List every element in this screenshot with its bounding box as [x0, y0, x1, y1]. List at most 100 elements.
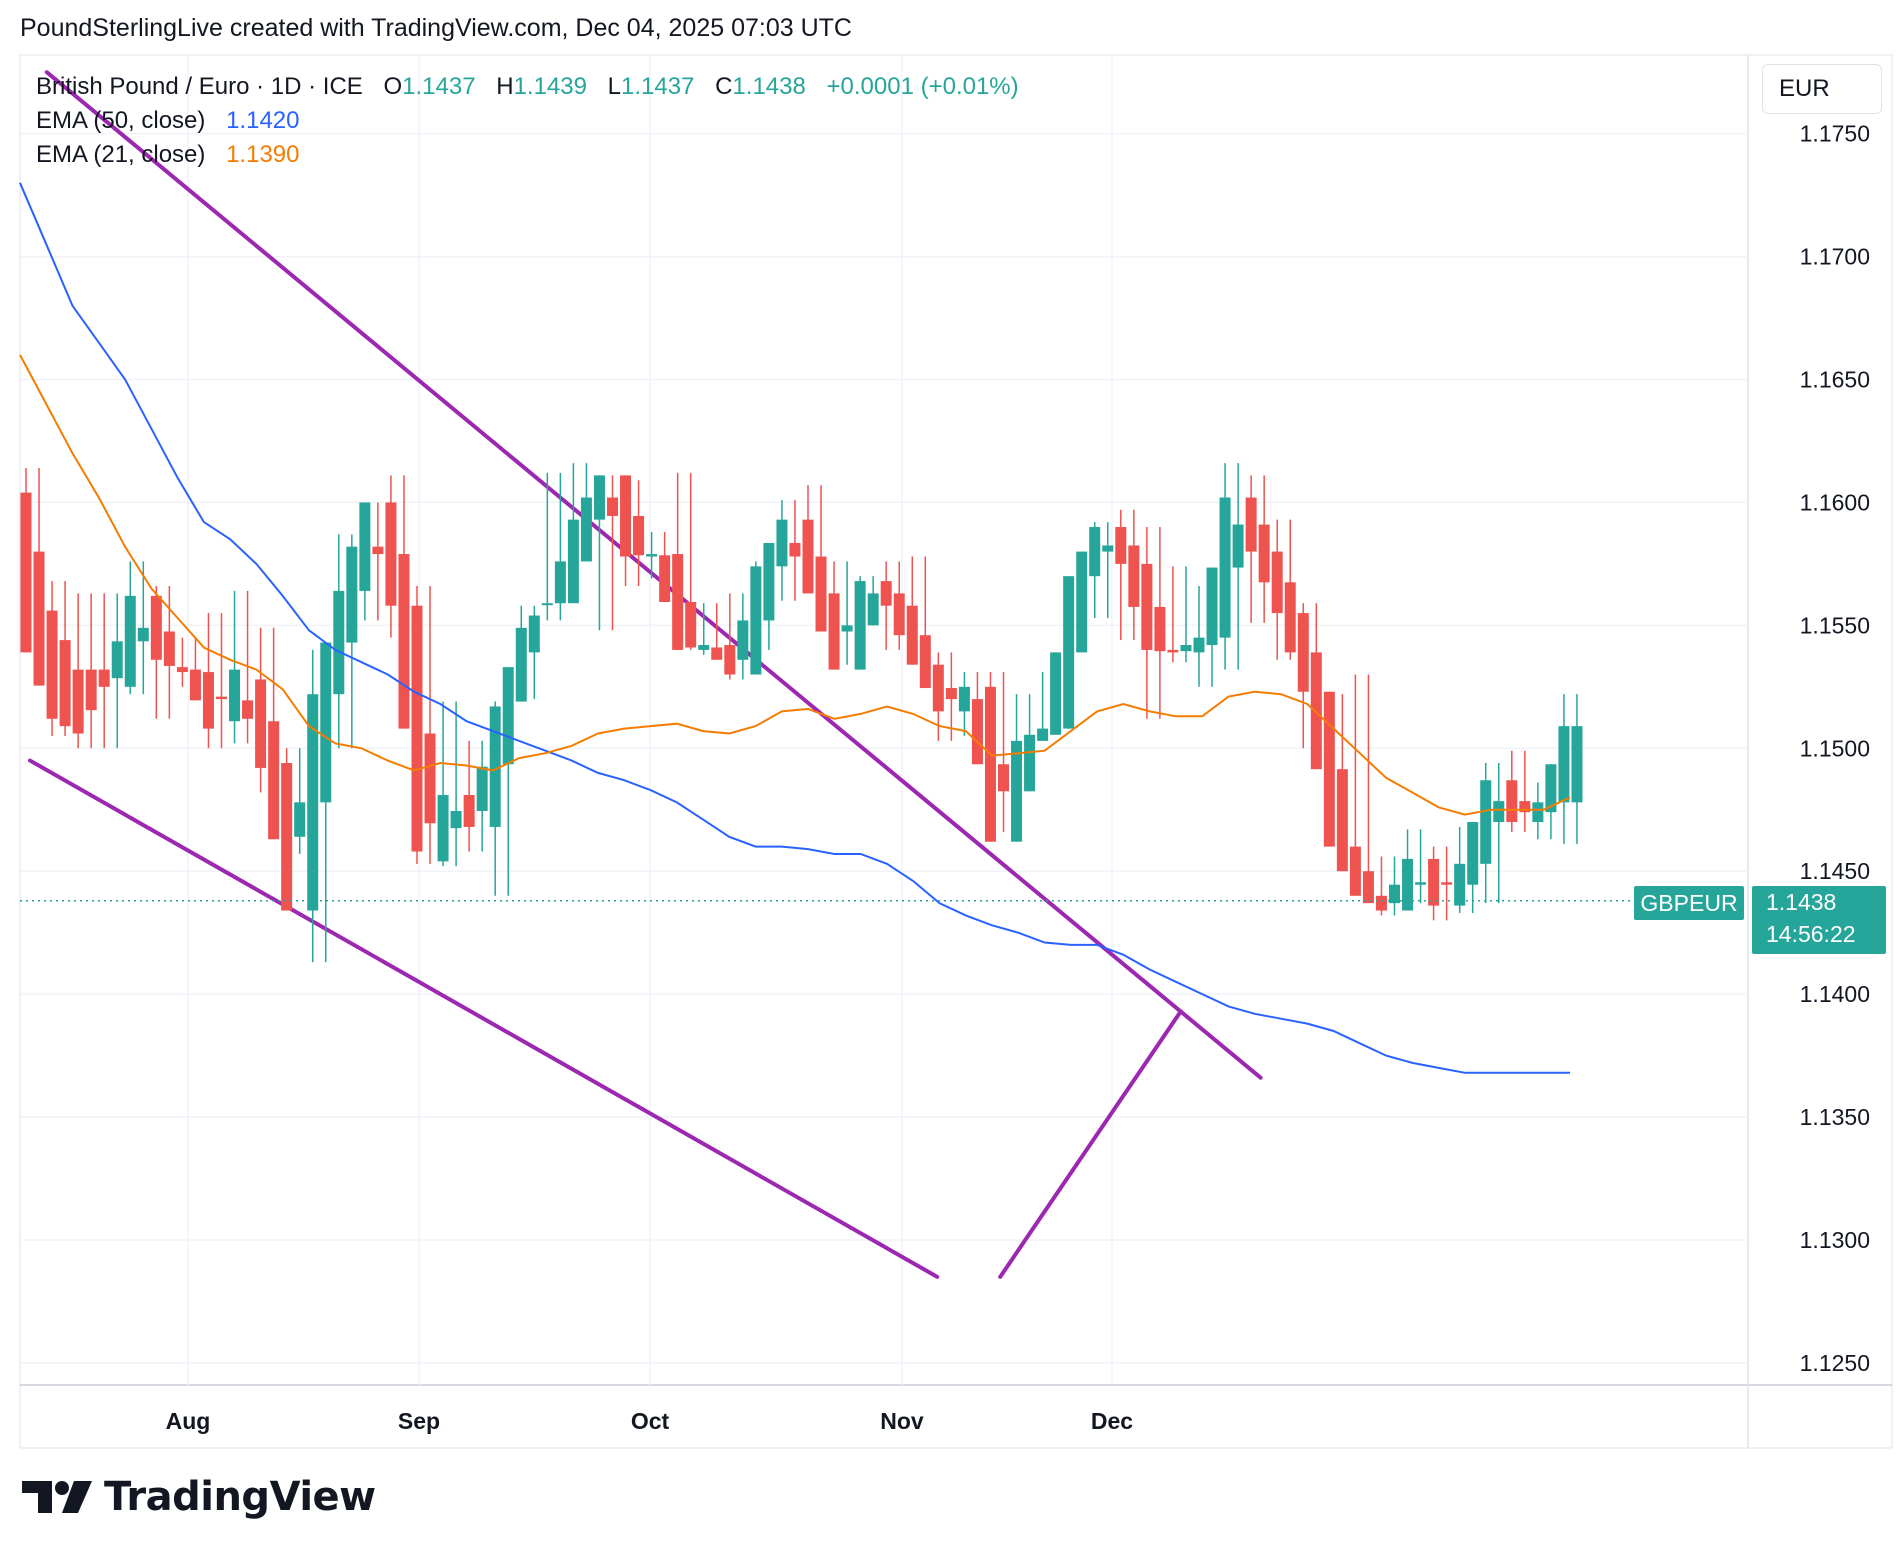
y-tick-label: 1.1250: [1800, 1350, 1870, 1376]
candle: [672, 472, 684, 650]
candle: [176, 637, 188, 687]
candle-body: [1115, 527, 1127, 564]
candle: [841, 561, 853, 665]
y-tick-label: 1.1600: [1800, 489, 1870, 515]
candle-body: [1128, 545, 1140, 607]
candle: [372, 502, 384, 621]
candle: [1141, 527, 1153, 719]
candle: [1467, 822, 1479, 913]
rising-support-trendline: [998, 1009, 1183, 1279]
candle-body: [958, 686, 970, 712]
candle-body: [268, 721, 280, 840]
candle-body: [1219, 497, 1231, 638]
candle: [1493, 763, 1505, 904]
candle: [958, 672, 970, 736]
candle: [1480, 763, 1492, 904]
candle-body: [424, 733, 436, 824]
price-tag: 1.1438 14:56:22: [1752, 886, 1886, 954]
candle: [828, 561, 840, 670]
candle-body: [593, 475, 605, 520]
legend-low-label: L: [607, 73, 621, 100]
candle: [1389, 856, 1400, 916]
candle-body: [385, 502, 397, 606]
chart-frame: [19, 54, 1893, 1449]
candle-body: [1532, 802, 1544, 823]
legend-ema21-row[interactable]: EMA (21, close) 1.1390: [36, 138, 1019, 172]
candle: [1441, 846, 1453, 921]
x-tick-label: Dec: [1091, 1408, 1133, 1434]
candle: [385, 475, 397, 638]
candle: [1167, 566, 1179, 663]
candle: [528, 605, 540, 700]
candle-body: [567, 519, 579, 604]
candle: [1415, 829, 1427, 904]
candle: [1258, 475, 1270, 623]
candle-body: [255, 679, 267, 768]
candle-body: [1024, 734, 1036, 792]
last-price-value: 1.1438: [1766, 889, 1837, 915]
candle-body: [1493, 801, 1505, 823]
y-tick-label: 1.1650: [1800, 367, 1870, 393]
candle: [580, 463, 592, 562]
candle-body: [1180, 645, 1192, 652]
legend-ema50-label: EMA (50, close): [36, 107, 206, 134]
chart-legend: British Pound / Euro · 1D · ICE O1.1437 …: [36, 70, 1019, 172]
candle-body: [437, 794, 449, 862]
candle-body: [189, 669, 201, 701]
candle-body: [229, 669, 241, 722]
candle-body: [502, 667, 514, 765]
candle-body: [646, 554, 658, 557]
candle-body: [1480, 780, 1492, 864]
legend-ema21-label: EMA (21, close): [36, 141, 206, 168]
tradingview-logo[interactable]: TradingView: [22, 1474, 376, 1520]
candle-body: [1050, 652, 1062, 735]
candlesticks: [20, 463, 1583, 963]
candle: [1558, 694, 1570, 845]
candle-body: [281, 763, 293, 911]
candle-body: [1362, 871, 1374, 904]
tradingview-logo-icon: [22, 1481, 92, 1513]
candle-body: [1558, 726, 1570, 803]
candle-body: [320, 642, 332, 803]
candle: [1428, 846, 1440, 921]
legend-ema50-row[interactable]: EMA (50, close) 1.1420: [36, 104, 1019, 138]
legend-ema50-value: 1.1420: [226, 107, 300, 134]
candle: [20, 468, 32, 653]
candle: [1193, 586, 1205, 687]
candle: [919, 556, 931, 689]
legend-high-label: H: [496, 73, 514, 100]
candle-body: [1284, 582, 1296, 653]
candle-body: [1571, 726, 1583, 803]
currency-button-label: EUR: [1779, 75, 1830, 102]
candle-body: [672, 554, 684, 650]
legend-close-label: C: [715, 73, 733, 100]
candle-body: [998, 764, 1009, 792]
candle: [411, 586, 423, 864]
candle: [1245, 475, 1257, 623]
candle: [554, 472, 566, 621]
candle: [1232, 463, 1244, 670]
chart-grid: [19, 54, 1893, 1449]
candle: [333, 534, 345, 749]
y-tick-label: 1.1350: [1800, 1104, 1870, 1130]
candle-body: [1467, 822, 1479, 885]
candle: [1089, 522, 1101, 618]
x-tick-label: Nov: [880, 1408, 924, 1434]
candle: [189, 637, 201, 701]
candle-body: [20, 492, 32, 653]
candle: [880, 561, 892, 650]
candle-body: [294, 802, 306, 837]
currency-button[interactable]: EUR: [1762, 64, 1882, 114]
candle-body: [867, 593, 879, 626]
candle: [72, 593, 84, 749]
candle-body: [971, 699, 983, 765]
candle-body: [711, 647, 723, 660]
legend-open-label: O: [383, 73, 403, 100]
candle-body: [476, 766, 488, 811]
candle: [646, 531, 658, 579]
candle: [1206, 567, 1218, 687]
candle: [1323, 691, 1335, 847]
candle: [633, 480, 645, 587]
candle-body: [1037, 728, 1049, 741]
